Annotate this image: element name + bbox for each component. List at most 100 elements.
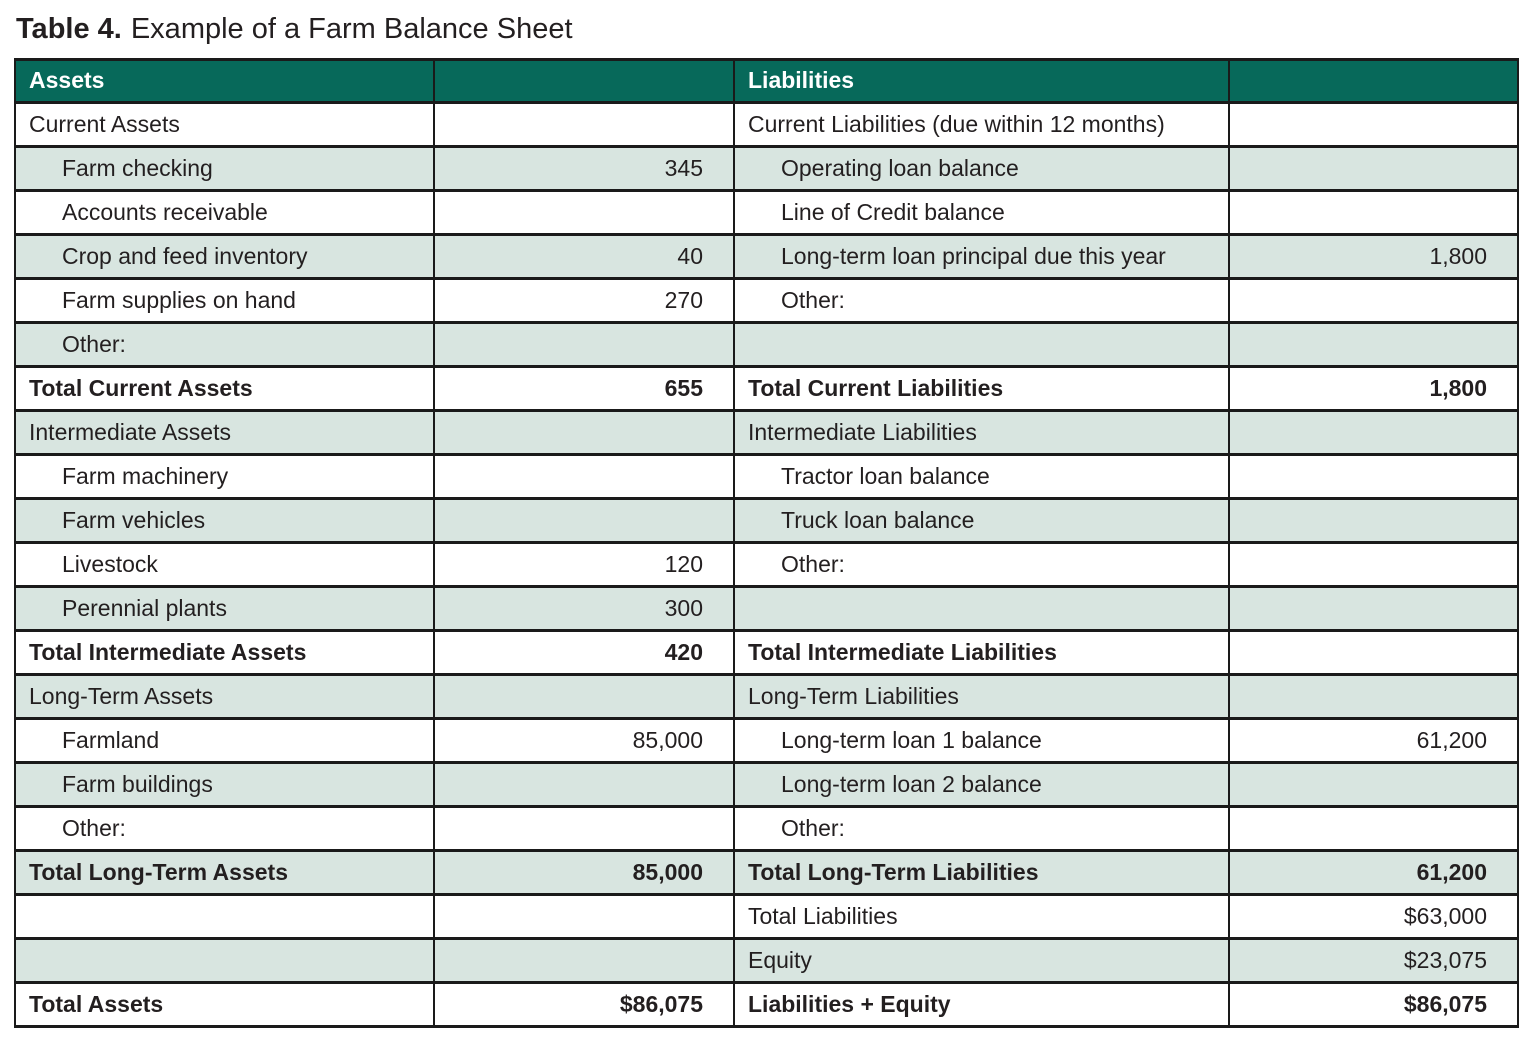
liability-label-cell: Other: — [733, 540, 1230, 588]
table-row: Farm supplies on hand 270 Other: — [14, 276, 1519, 324]
table-row: Total Assets $86,075 Liabilities + Equity $… — [14, 980, 1519, 1028]
liability-label-cell: Long-term loan 1 balance — [733, 716, 1230, 764]
asset-value-cell — [433, 320, 735, 368]
asset-value-cell: 300 — [433, 584, 735, 632]
liability-value-cell: 61,200 — [1228, 848, 1519, 896]
liability-value-cell — [1228, 804, 1519, 852]
asset-value-cell: 40 — [433, 232, 735, 280]
asset-label-cell: Accounts receivable — [14, 188, 435, 236]
liability-label-cell: Total Liabilities — [733, 892, 1230, 940]
liability-value-cell — [1228, 628, 1519, 676]
liability-value-cell — [1228, 672, 1519, 720]
asset-label-cell: Total Long-Term Assets — [14, 848, 435, 896]
asset-value-cell: 85,000 — [433, 716, 735, 764]
asset-value-cell — [433, 892, 735, 940]
asset-label-cell: Farm checking — [14, 144, 435, 192]
asset-value-cell: $86,075 — [433, 980, 735, 1028]
liability-label-cell: Total Intermediate Liabilities — [733, 628, 1230, 676]
asset-label-cell: Intermediate Assets — [14, 408, 435, 456]
asset-label-cell — [14, 936, 435, 984]
asset-value-cell — [433, 452, 735, 500]
liability-label-cell: Long-Term Liabilities — [733, 672, 1230, 720]
asset-value-cell: 655 — [433, 364, 735, 412]
liability-label-cell — [733, 584, 1230, 632]
table-row: Livestock 120 Other: — [14, 540, 1519, 588]
table-row: Total Liabilities $63,000 — [14, 892, 1519, 940]
table-row: Other: — [14, 320, 1519, 368]
asset-value-cell — [433, 188, 735, 236]
liability-label-cell: Long-term loan 2 balance — [733, 760, 1230, 808]
liability-value-cell: $86,075 — [1228, 980, 1519, 1028]
farm-balance-sheet-table: Assets Liabilities Current Assets Current… — [14, 57, 1519, 1028]
liability-label-cell: Total Long-Term Liabilities — [733, 848, 1230, 896]
asset-value-cell: 120 — [433, 540, 735, 588]
liability-label-cell: Long-term loan principal due this year — [733, 232, 1230, 280]
table-row: Farm buildings Long-term loan 2 balance — [14, 760, 1519, 808]
table-row: Equity $23,075 — [14, 936, 1519, 984]
header-cell-liabilities-value — [1228, 57, 1519, 104]
table-row: Perennial plants 300 — [14, 584, 1519, 632]
table-row: Long-Term Assets Long-Term Liabilities — [14, 672, 1519, 720]
asset-label-cell: Total Intermediate Assets — [14, 628, 435, 676]
asset-value-cell — [433, 408, 735, 456]
asset-label-cell: Livestock — [14, 540, 435, 588]
asset-label-cell: Current Assets — [14, 100, 435, 148]
liability-value-cell — [1228, 276, 1519, 324]
header-cell-assets: Assets — [14, 57, 435, 104]
table-row: Farmland 85,000 Long-term loan 1 balance 61… — [14, 716, 1519, 764]
liability-label-cell — [733, 320, 1230, 368]
liability-value-cell: 1,800 — [1228, 232, 1519, 280]
liability-value-cell — [1228, 188, 1519, 236]
liability-value-cell — [1228, 760, 1519, 808]
asset-value-cell — [433, 496, 735, 544]
liability-label-cell: Tractor loan balance — [733, 452, 1230, 500]
asset-label-cell: Farmland — [14, 716, 435, 764]
liability-value-cell — [1228, 100, 1519, 148]
table-row: Crop and feed inventory 40 Long-term loan … — [14, 232, 1519, 280]
asset-label-cell: Farm vehicles — [14, 496, 435, 544]
liability-value-cell — [1228, 408, 1519, 456]
liability-value-cell — [1228, 320, 1519, 368]
liability-label-cell: Current Liabilities (due within 12 month… — [733, 100, 1230, 148]
asset-label-cell: Farm machinery — [14, 452, 435, 500]
table-row: Farm checking 345 Operating loan balance — [14, 144, 1519, 192]
table-body: Current Assets Current Liabilities (due w… — [14, 100, 1519, 1028]
asset-label-cell — [14, 892, 435, 940]
liability-label-cell: Other: — [733, 276, 1230, 324]
asset-label-cell: Farm supplies on hand — [14, 276, 435, 324]
header-cell-assets-value — [433, 57, 735, 104]
table-number-label: Table 4. — [16, 13, 122, 45]
liability-label-cell: Other: — [733, 804, 1230, 852]
table-row: Other: Other: — [14, 804, 1519, 852]
liability-value-cell — [1228, 496, 1519, 544]
header-cell-liabilities: Liabilities — [733, 57, 1230, 104]
table-row: Farm machinery Tractor loan balance — [14, 452, 1519, 500]
liability-value-cell — [1228, 144, 1519, 192]
liability-value-cell — [1228, 540, 1519, 588]
liability-label-cell: Intermediate Liabilities — [733, 408, 1230, 456]
asset-label-cell: Total Assets — [14, 980, 435, 1028]
liability-label-cell: Equity — [733, 936, 1230, 984]
liability-label-cell: Liabilities + Equity — [733, 980, 1230, 1028]
asset-value-cell — [433, 804, 735, 852]
asset-label-cell: Other: — [14, 804, 435, 852]
liability-label-cell: Operating loan balance — [733, 144, 1230, 192]
table-row: Total Current Assets 655 Total Current Lia… — [14, 364, 1519, 412]
liability-label-cell: Total Current Liabilities — [733, 364, 1230, 412]
asset-value-cell — [433, 100, 735, 148]
page: Table 4. Example of a Farm Balance Sheet … — [0, 12, 1536, 1028]
asset-value-cell: 270 — [433, 276, 735, 324]
liability-label-cell: Truck loan balance — [733, 496, 1230, 544]
liability-label-cell: Line of Credit balance — [733, 188, 1230, 236]
page-title: Table 4. Example of a Farm Balance Sheet — [16, 12, 1536, 47]
asset-label-cell: Total Current Assets — [14, 364, 435, 412]
liability-value-cell: $63,000 — [1228, 892, 1519, 940]
table-row: Accounts receivable Line of Credit balanc… — [14, 188, 1519, 236]
asset-label-cell: Other: — [14, 320, 435, 368]
table-row: Total Intermediate Assets 420 Total Interm… — [14, 628, 1519, 676]
asset-value-cell: 85,000 — [433, 848, 735, 896]
table-row: Intermediate Assets Intermediate Liabilit… — [14, 408, 1519, 456]
asset-value-cell — [433, 936, 735, 984]
table-row: Farm vehicles Truck loan balance — [14, 496, 1519, 544]
asset-label-cell: Farm buildings — [14, 760, 435, 808]
